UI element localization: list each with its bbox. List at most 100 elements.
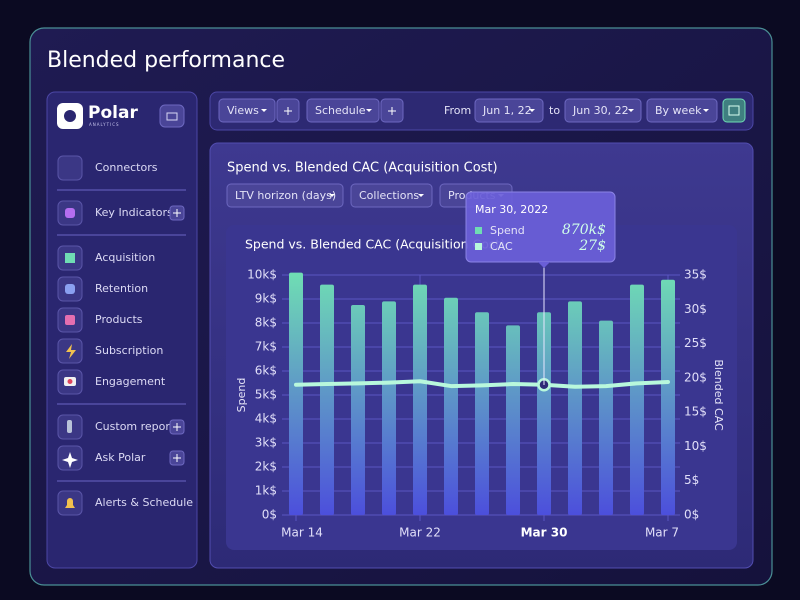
y-tick-label: 0$	[262, 508, 277, 522]
x-tick-label: Mar 30	[521, 526, 568, 540]
menu-item[interactable]: Subscription	[95, 344, 163, 357]
x-tick-label: Mar 7	[645, 526, 679, 540]
bar	[630, 284, 644, 515]
collapse-icon	[166, 112, 178, 121]
menu-item[interactable]: Engagement	[95, 375, 166, 388]
y2-tick-label: 15$	[684, 405, 707, 419]
tooltip-pointer	[538, 262, 550, 268]
chart-title: Spend vs. Blended CAC (Acquisition Cost)	[245, 237, 505, 252]
end-date[interactable]	[564, 98, 642, 123]
y-tick-label: 7k$	[255, 340, 277, 354]
x-tick-label: Mar 14	[281, 526, 323, 540]
bar	[661, 279, 675, 515]
icon-glyph	[65, 284, 75, 294]
menu-item[interactable]: Products	[95, 313, 143, 326]
button-label: Schedule	[315, 104, 366, 117]
start-date[interactable]	[474, 98, 544, 123]
menu-icon	[57, 155, 83, 181]
filter-label: LTV horizon (days)	[235, 189, 336, 202]
y2-axis-title: Blended CAC	[712, 359, 725, 431]
icon-glyph	[67, 420, 72, 433]
from-label: From	[444, 104, 471, 117]
bar	[537, 312, 551, 515]
icon-glyph	[62, 452, 78, 468]
bar	[382, 301, 396, 515]
y2-tick-label: 30$	[684, 302, 707, 316]
button-label: Jun 1, 22	[482, 104, 532, 117]
button-label: Views	[227, 104, 259, 117]
bar	[599, 320, 613, 515]
menu-item[interactable]: Connectors	[95, 161, 158, 174]
caret	[261, 109, 267, 112]
y-tick-label: 4k$	[255, 412, 277, 426]
filter-label: Collections	[359, 189, 419, 202]
plus-icon	[284, 107, 292, 115]
bar	[289, 272, 303, 515]
caret	[529, 109, 535, 112]
calendar-button[interactable]	[722, 98, 746, 123]
page-title: Blended performance	[47, 48, 285, 73]
interval-dropdown[interactable]	[646, 98, 718, 123]
menu-item[interactable]: Retention	[95, 282, 148, 295]
tooltip-value: 870k$	[562, 222, 606, 238]
filter-dropdown[interactable]	[350, 183, 433, 208]
bar	[320, 284, 334, 515]
y-tick-label: 1k$	[255, 484, 277, 498]
panel-title: Spend vs. Blended CAC (Acquisition Cost)	[227, 161, 498, 176]
logo-subtitle: ANALYTICS	[89, 122, 120, 127]
menu-item[interactable]: Custom report	[95, 420, 175, 433]
y2-tick-label: 20$	[684, 370, 707, 384]
caret	[366, 109, 372, 112]
bar	[506, 325, 520, 515]
y2-tick-label: 0$	[684, 508, 699, 522]
plus-icon	[173, 454, 181, 462]
caret	[628, 109, 634, 112]
tooltip-date: Mar 30, 2022	[475, 203, 548, 216]
plus-icon	[173, 423, 181, 431]
y-tick-label: 8k$	[255, 316, 277, 330]
schedule-dropdown[interactable]	[306, 98, 380, 123]
icon-glyph	[65, 253, 75, 263]
tooltip-value: 27$	[578, 238, 606, 254]
line	[294, 379, 670, 389]
menu-item[interactable]: Ask Polar	[95, 451, 146, 464]
calendar-icon	[728, 105, 740, 116]
y-tick-label: 3k$	[255, 436, 277, 450]
to-label: to	[549, 104, 560, 117]
menu-item[interactable]: Key Indicators	[95, 206, 173, 219]
y-tick-label: 2k$	[255, 460, 277, 474]
plus-icon	[388, 107, 396, 115]
bar	[444, 297, 458, 515]
y-axis-title: Spend	[235, 378, 248, 413]
icon-glyph	[65, 315, 75, 325]
collapse-button[interactable]	[159, 104, 185, 128]
filter-dropdown[interactable]	[226, 183, 344, 208]
plot: 0$ 1k$ 2k$ 3k$ 4k$ 5k$ 6k$ 7k$ 8k$ 9k$ 10k$ 0$ 5$ 10$…	[247, 268, 707, 540]
sidebar	[46, 91, 198, 569]
icon-glyph	[67, 379, 73, 384]
tooltip-series: CAC	[490, 240, 513, 253]
tooltip: Mar 30, 2022 Spend 870k$ CAC 27$	[465, 191, 616, 385]
button-label: Jun 30, 22	[572, 104, 629, 117]
menu-item[interactable]: Alerts & Schedule	[95, 496, 193, 509]
views-dropdown[interactable]	[218, 98, 276, 123]
bar	[351, 305, 365, 515]
x-tick-label: Mar 22	[399, 526, 441, 540]
caret	[703, 109, 709, 112]
y2-tick-label: 25$	[684, 336, 707, 350]
bar	[475, 312, 489, 515]
icon-glyph	[66, 344, 76, 359]
logo-mark	[64, 110, 76, 122]
icon-glyph	[65, 208, 75, 218]
plus-icon	[173, 209, 181, 217]
y-tick-label: 9k$	[255, 292, 277, 306]
caret	[418, 194, 424, 197]
menu-item[interactable]: Acquisition	[95, 251, 155, 264]
tooltip-series: Spend	[490, 224, 525, 237]
bar	[568, 301, 582, 515]
y-tick-label: 6k$	[255, 364, 277, 378]
y-tick-label: 10k$	[247, 268, 277, 282]
y2-tick-label: 35$	[684, 268, 707, 282]
caret	[329, 194, 335, 197]
